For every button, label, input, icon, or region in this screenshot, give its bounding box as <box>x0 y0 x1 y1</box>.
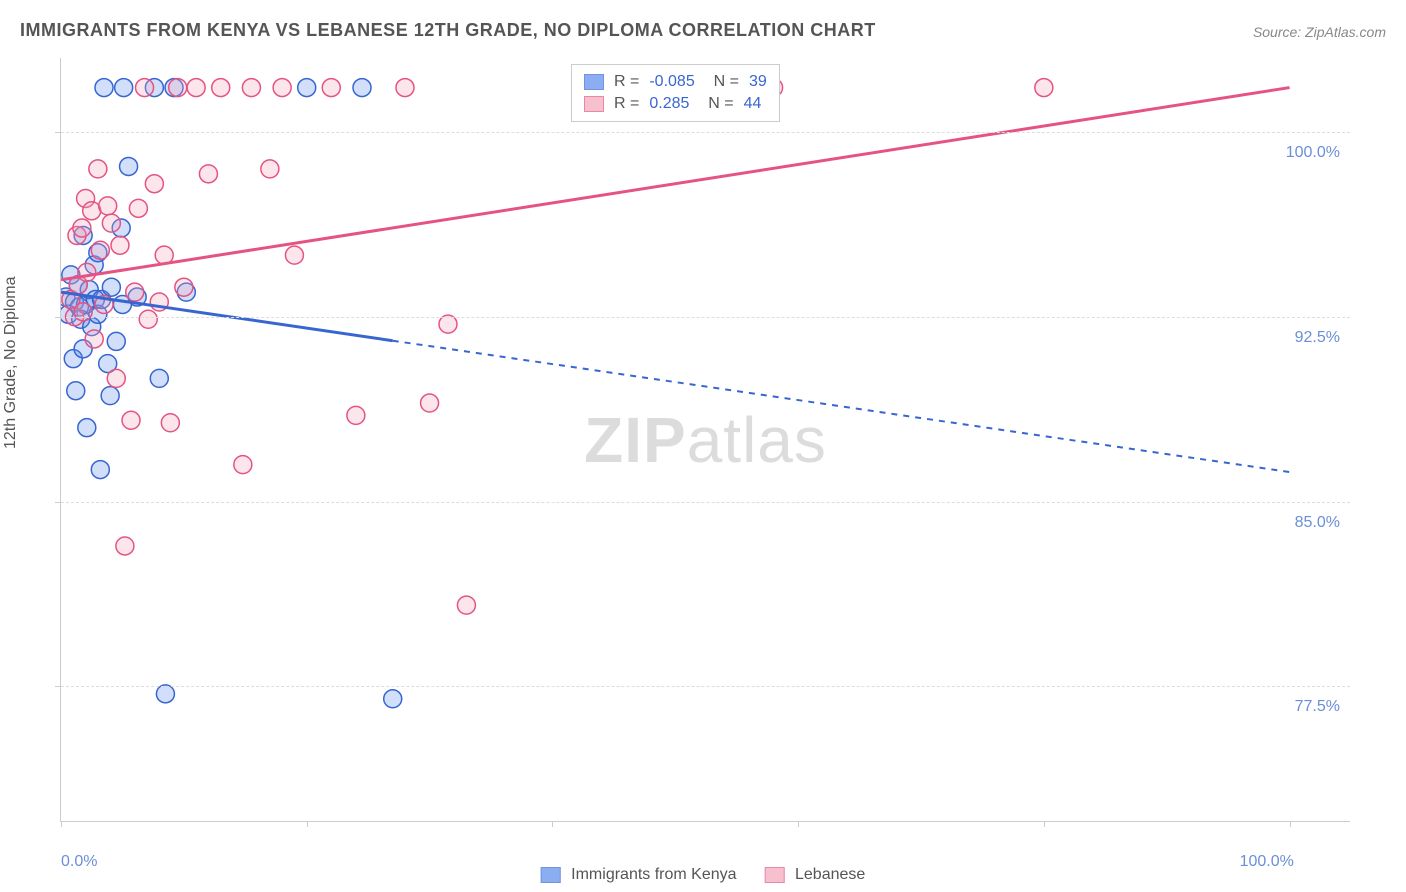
scatter-point <box>129 199 147 217</box>
scatter-point <box>234 456 252 474</box>
y-tick-label: 77.5% <box>1260 698 1340 716</box>
scatter-point <box>126 283 144 301</box>
scatter-point <box>161 414 179 432</box>
legend-swatch-lebanese-icon <box>765 867 785 883</box>
y-tick-label: 100.0% <box>1260 144 1340 162</box>
scatter-point <box>89 160 107 178</box>
scatter-point <box>67 382 85 400</box>
scatter-point <box>115 79 133 97</box>
x-tick-label: 0.0% <box>61 853 97 871</box>
scatter-point <box>175 278 193 296</box>
scatter-point <box>102 214 120 232</box>
x-tick-label: 100.0% <box>1240 853 1294 871</box>
plot-area: ZIPatlas R = -0.085 N = 39 R = 0.285 N =… <box>60 58 1350 822</box>
scatter-point <box>242 79 260 97</box>
bottom-legend: Immigrants from Kenya Lebanese <box>541 866 866 884</box>
y-tick-label: 85.0% <box>1260 514 1340 532</box>
scatter-point <box>107 369 125 387</box>
y-axis-label: 12th Grade, No Diploma <box>2 276 20 449</box>
scatter-point <box>273 79 291 97</box>
source-attribution: Source: ZipAtlas.com <box>1253 24 1386 40</box>
legend-r-label: R = <box>614 95 639 113</box>
scatter-point <box>199 165 217 183</box>
scatter-point <box>120 157 138 175</box>
scatter-point <box>261 160 279 178</box>
scatter-point <box>102 278 120 296</box>
scatter-point <box>139 310 157 328</box>
scatter-point <box>73 219 91 237</box>
scatter-point <box>136 79 154 97</box>
scatter-point <box>99 197 117 215</box>
scatter-point <box>285 246 303 264</box>
legend-swatch-lebanese <box>584 96 604 112</box>
chart-container: IMMIGRANTS FROM KENYA VS LEBANESE 12TH G… <box>0 0 1406 892</box>
scatter-point <box>421 394 439 412</box>
scatter-point <box>1035 79 1053 97</box>
bottom-legend-lebanese: Lebanese <box>765 866 866 884</box>
scatter-point <box>156 685 174 703</box>
trend-line-dashed <box>393 341 1290 472</box>
scatter-point <box>78 263 96 281</box>
scatter-point <box>107 332 125 350</box>
scatter-point <box>457 596 475 614</box>
scatter-point <box>91 241 109 259</box>
scatter-point <box>347 406 365 424</box>
scatter-point <box>384 690 402 708</box>
legend-swatch-kenya-icon <box>541 867 561 883</box>
scatter-point <box>212 79 230 97</box>
y-tick-label: 92.5% <box>1260 329 1340 347</box>
legend-r-value-kenya: -0.085 <box>649 73 694 91</box>
legend-n-label: N = <box>699 95 733 113</box>
scatter-point <box>145 175 163 193</box>
legend-n-value-lebanese: 44 <box>744 95 762 113</box>
bottom-legend-kenya-label: Immigrants from Kenya <box>571 866 736 883</box>
legend-swatch-kenya <box>584 74 604 90</box>
legend-row-lebanese: R = 0.285 N = 44 <box>584 93 767 115</box>
legend-n-label: N = <box>705 73 739 91</box>
scatter-point <box>169 79 187 97</box>
scatter-point <box>122 411 140 429</box>
scatter-point <box>187 79 205 97</box>
legend-r-label: R = <box>614 73 639 91</box>
chart-title: IMMIGRANTS FROM KENYA VS LEBANESE 12TH G… <box>20 20 876 41</box>
legend-row-kenya: R = -0.085 N = 39 <box>584 71 767 93</box>
scatter-point <box>111 236 129 254</box>
bottom-legend-lebanese-label: Lebanese <box>795 866 865 883</box>
correlation-legend: R = -0.085 N = 39 R = 0.285 N = 44 <box>571 64 780 122</box>
scatter-point <box>439 315 457 333</box>
chart-svg <box>61 58 1351 822</box>
legend-r-value-lebanese: 0.285 <box>649 95 689 113</box>
scatter-point <box>322 79 340 97</box>
scatter-point <box>85 330 103 348</box>
scatter-point <box>78 419 96 437</box>
scatter-point <box>396 79 414 97</box>
scatter-point <box>116 537 134 555</box>
bottom-legend-kenya: Immigrants from Kenya <box>541 866 737 884</box>
scatter-point <box>101 387 119 405</box>
scatter-point <box>74 303 92 321</box>
scatter-point <box>150 369 168 387</box>
scatter-point <box>353 79 371 97</box>
scatter-point <box>298 79 316 97</box>
scatter-point <box>95 79 113 97</box>
legend-n-value-kenya: 39 <box>749 73 767 91</box>
scatter-point <box>91 461 109 479</box>
scatter-point <box>83 202 101 220</box>
